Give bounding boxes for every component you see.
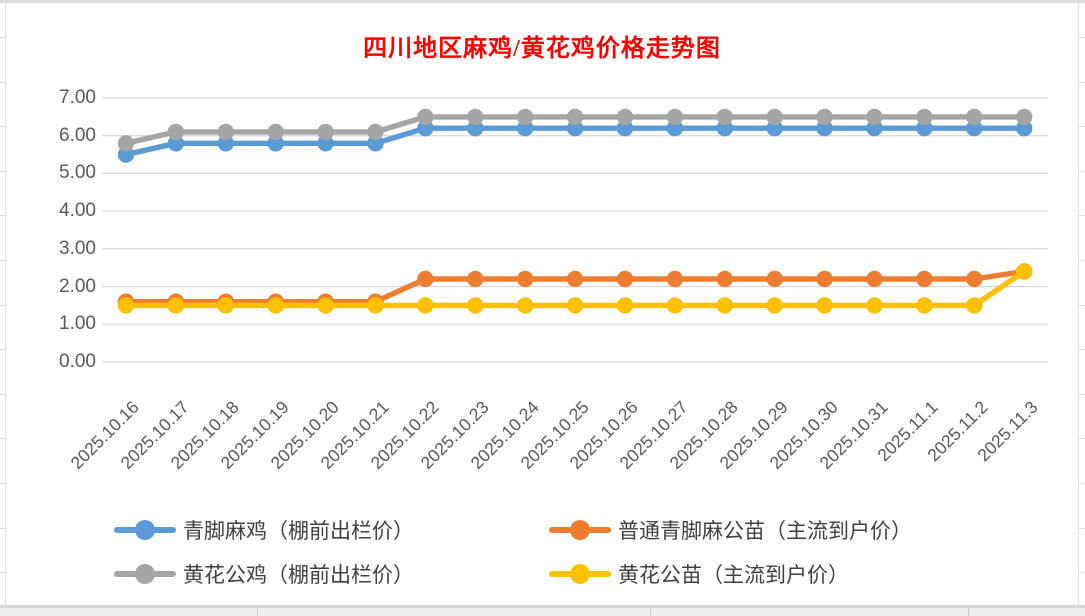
sheet-row-gridline — [0, 438, 5, 439]
legend-item-huanghua-gongmiao[interactable]: 黄花公苗（主流到户价） — [549, 562, 849, 587]
legend-label: 黄花公鸡（棚前出栏价） — [183, 563, 414, 587]
y-axis-tick-label: 1.00 — [59, 313, 96, 335]
sheet-row-gridline — [0, 394, 5, 395]
sheet-row-gridline — [1079, 126, 1085, 127]
sheet-row-gridline — [0, 126, 5, 127]
sheet-row-gridline — [0, 528, 5, 529]
sheet-row-gridline — [1079, 37, 1085, 38]
y-axis-tick-label: 6.00 — [59, 124, 96, 146]
sheet-row-gridline — [1079, 438, 1085, 439]
sheet-row-gridline — [1079, 572, 1085, 573]
y-axis-tick-label: 0.00 — [59, 351, 96, 372]
legend-marker-line-dot — [549, 520, 611, 541]
sheet-row-gridline — [0, 349, 5, 350]
sheet-row-gridline — [0, 305, 5, 306]
sheet-row-below-chart — [0, 608, 1085, 616]
sheet-row-gridline — [1079, 528, 1085, 529]
y-axis-tick-label: 3.00 — [59, 237, 96, 259]
sheet-row-gridline — [1079, 349, 1085, 350]
y-axis-tick-label: 2.00 — [59, 275, 96, 297]
sheet-row-gridline — [0, 215, 5, 216]
sheet-row-gridline — [0, 260, 5, 261]
sheet-row-gridline — [1079, 483, 1085, 484]
sheet-column-gridline — [257, 608, 258, 616]
sheet-row-gridline — [1079, 82, 1085, 83]
sheet-row-gridline — [0, 171, 5, 172]
sheet-row-gridline — [0, 605, 1085, 608]
y-axis-tick-label: 7.00 — [59, 87, 96, 108]
chart-title[interactable]: 四川地区麻鸡/黄花鸡价格走势图 — [363, 36, 721, 62]
sheet-column-gridline — [968, 608, 969, 616]
legend-item-huanghua-gongji[interactable]: 黄花公鸡（棚前出栏价） — [114, 562, 414, 587]
legend-marker-line-dot — [114, 564, 176, 585]
sheet-column-gridline — [650, 608, 651, 616]
legend-item-putong-qingjiaoma-gongmiao[interactable]: 普通青脚麻公苗（主流到户价） — [549, 518, 912, 543]
legend-item-qingjiao-maji[interactable]: 青脚麻鸡（棚前出栏价） — [114, 518, 414, 543]
legend-label: 普通青脚麻公苗（主流到户价） — [618, 519, 912, 543]
sheet-row-gridline — [0, 0, 1085, 3]
legend-label: 青脚麻鸡（棚前出栏价） — [183, 519, 414, 543]
sheet-row-gridline — [0, 37, 5, 38]
chart-frame[interactable]: 四川地区麻鸡/黄花鸡价格走势图 — [5, 3, 1079, 605]
sheet-row-gridline — [0, 483, 5, 484]
y-axis-tick-label: 5.00 — [59, 162, 96, 184]
legend-label: 黄花公苗（主流到户价） — [618, 563, 849, 587]
sheet-row-gridline — [1079, 305, 1085, 306]
legend-marker-line-dot — [549, 564, 611, 585]
y-axis-tick-label: 4.00 — [59, 200, 96, 222]
sheet-row-gridline — [0, 82, 5, 83]
sheet-row-gridline — [1079, 215, 1085, 216]
sheet-row-gridline — [0, 572, 5, 573]
sheet-row-gridline — [1079, 260, 1085, 261]
legend-marker-line-dot — [114, 520, 176, 541]
sheet-row-gridline — [1079, 394, 1085, 395]
sheet-row-gridline — [1079, 171, 1085, 172]
